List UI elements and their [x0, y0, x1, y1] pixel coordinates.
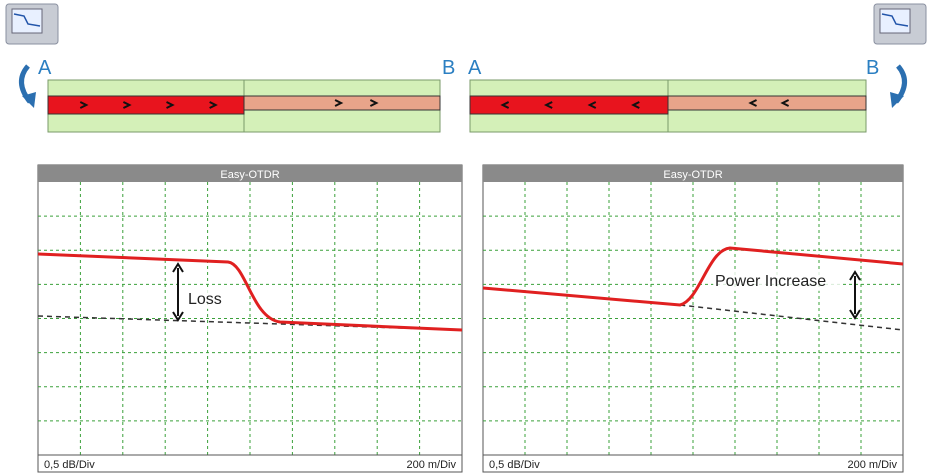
light-chevron: [500, 101, 510, 109]
endpoint-label: A: [468, 57, 482, 79]
otdr-icon: [5, 3, 59, 45]
annotation: Power Increase: [715, 273, 826, 290]
endpoint-label: B: [866, 57, 879, 79]
light-chevron: [79, 101, 89, 109]
light-chevron: [122, 101, 132, 109]
y-scale: 0,5 dB/Div: [489, 459, 540, 471]
light-chevron: [780, 99, 790, 107]
light-chevron: [369, 99, 379, 107]
light-chevron: [209, 101, 218, 109]
arrow-head: [849, 309, 861, 320]
arrow-head: [22, 92, 36, 108]
light-chevron: [631, 101, 640, 109]
panel-title: Easy-OTDR: [220, 169, 279, 181]
light-chevron: [543, 101, 553, 109]
otdr-trace: [482, 246, 904, 307]
otdr-panel: Easy-OTDR Loss 0,5 dB/Div 200 m/Div: [37, 164, 463, 473]
x-scale: 200 m/Div: [406, 459, 456, 471]
light-chevron: [587, 101, 597, 109]
panel-header: [483, 165, 903, 182]
annotation-bg: [186, 289, 228, 309]
endpoint-label: A: [38, 57, 52, 79]
arrow-head: [849, 270, 861, 281]
fiber-core-b: [667, 95, 867, 111]
arrow-head: [172, 262, 184, 273]
x-scale: 200 m/Div: [847, 459, 897, 471]
annotation: Loss: [188, 291, 222, 308]
arrow-head: [172, 311, 184, 322]
panel-title: Easy-OTDR: [663, 169, 722, 181]
light-chevron: [166, 101, 175, 109]
light-chevron: [334, 99, 344, 107]
endpoint-label: B: [442, 57, 455, 79]
otdr-panel: Easy-OTDR Power Increase 0,5 dB/Div 200 m/D…: [482, 164, 904, 473]
otdr-icon: [873, 3, 927, 45]
light-chevron: [748, 99, 757, 107]
annotation-bg: [713, 271, 843, 291]
otdr-trace: [37, 252, 463, 332]
fiber-core-a: [469, 95, 669, 115]
y-scale: 0,5 dB/Div: [44, 459, 95, 471]
arrow-head: [890, 92, 904, 108]
panel-header: [38, 165, 462, 182]
